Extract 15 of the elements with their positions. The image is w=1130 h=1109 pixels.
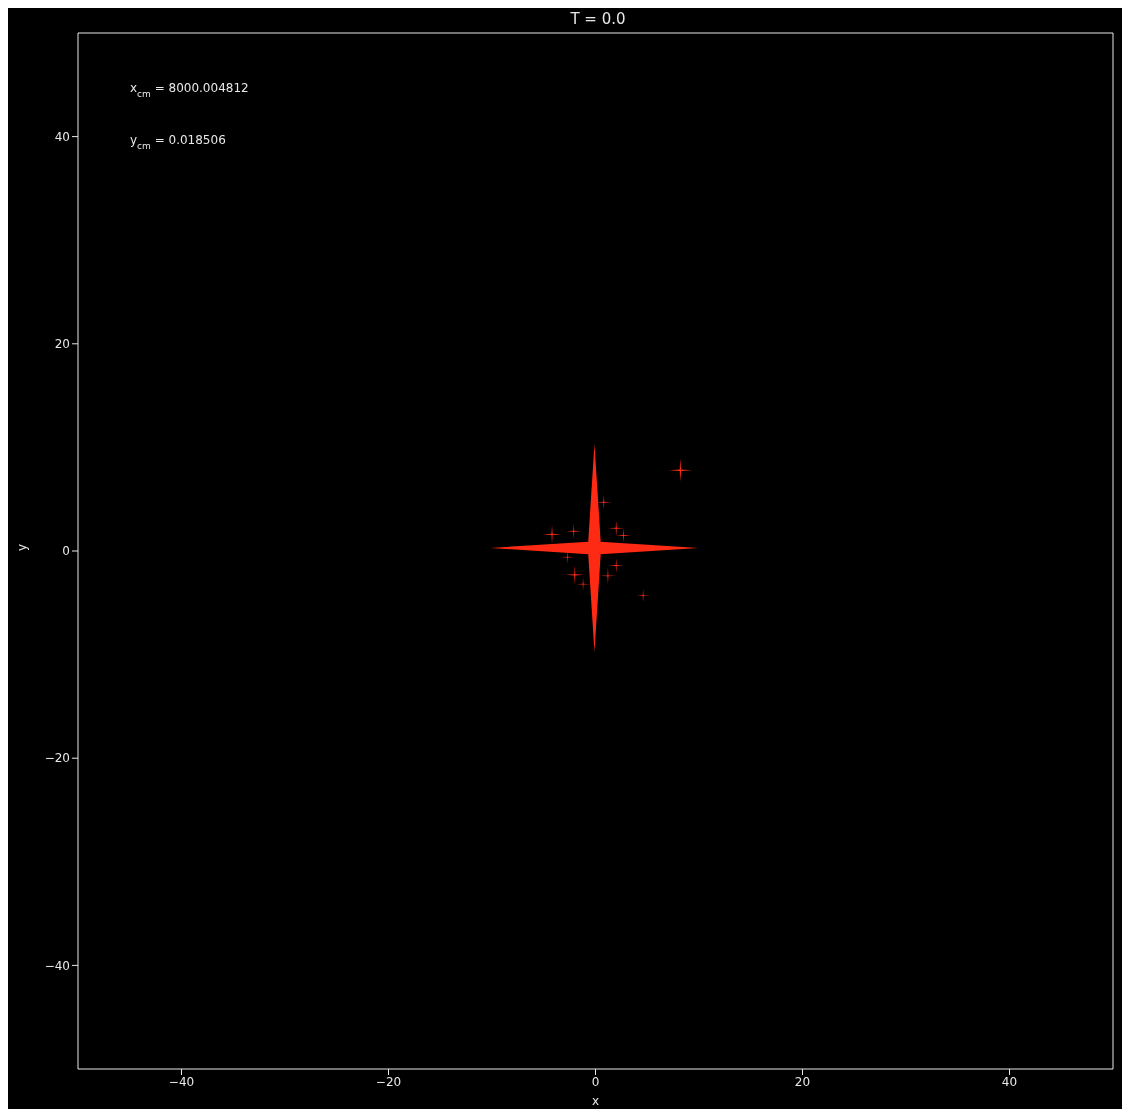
x-tick-label: 40 [1001, 1074, 1018, 1089]
y-tick-label: −40 [44, 958, 70, 973]
y-tick-label: 0 [62, 544, 70, 559]
x-tick-label: −40 [168, 1074, 195, 1089]
x-tick-label: −20 [375, 1074, 402, 1089]
y-axis-title: y [15, 543, 30, 551]
annotation: x$_{cm}$ = 8000.004812 [130, 81, 249, 99]
x-axis-title: x [591, 1094, 600, 1108]
y-tick-label: 20 [54, 337, 70, 352]
x-tick-label: 20 [794, 1074, 811, 1089]
y-tick-label: 40 [54, 129, 70, 144]
chart-title: T = 0.0 [569, 10, 626, 28]
y-tick-label: −20 [44, 751, 70, 766]
x-tick-label: 0 [591, 1074, 600, 1089]
annotation: y$_{cm}$ = 0.018506 [130, 133, 226, 151]
